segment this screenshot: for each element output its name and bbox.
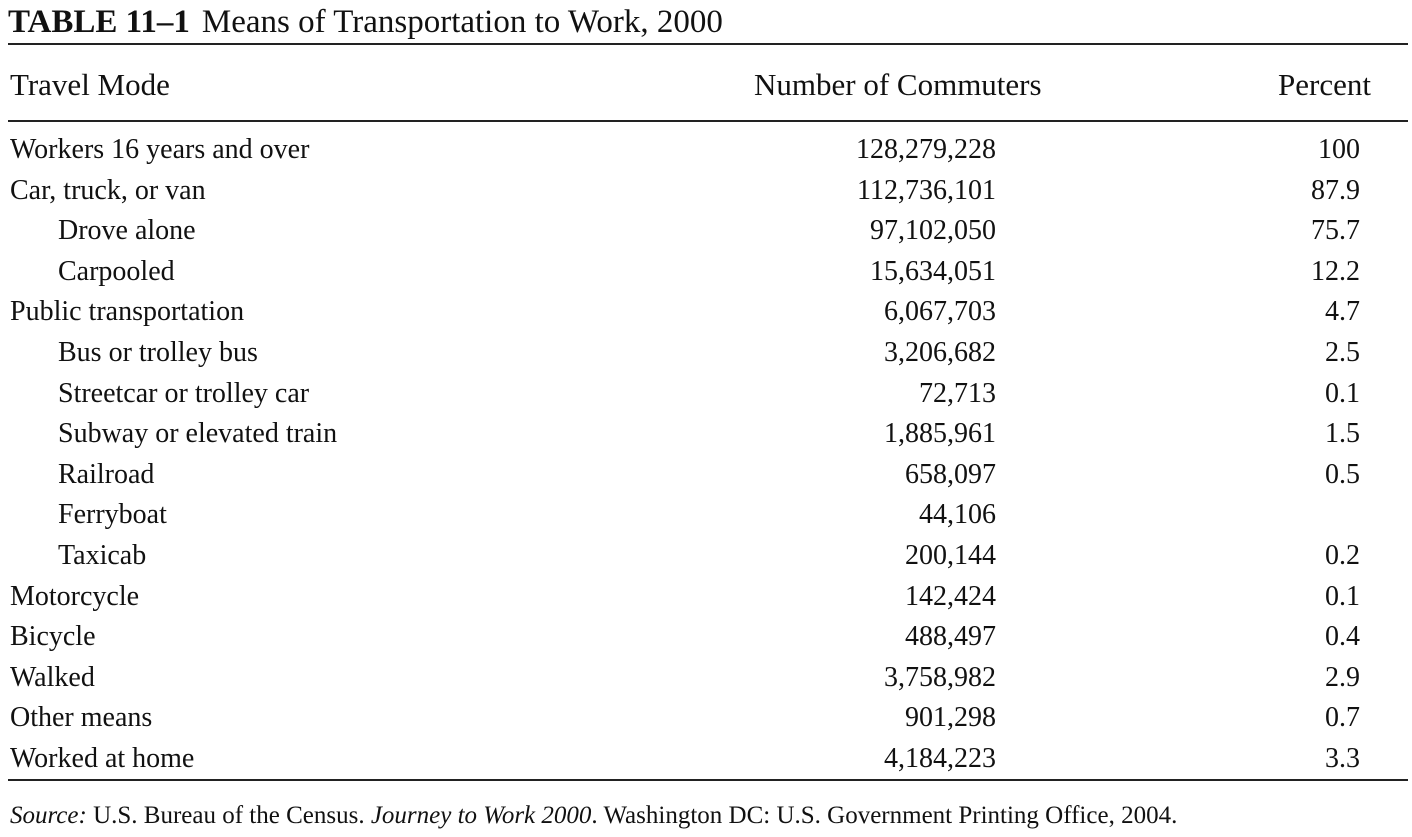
cell-number-of-commuters: 901,298: [905, 702, 996, 734]
cell-number-of-commuters: 128,279,228: [856, 134, 996, 165]
table-row: Other means 901,298 0.7: [0, 698, 1412, 739]
table-row: Public transportation 6,067,703 4.7: [0, 292, 1412, 333]
cell-percent: 0.7: [1325, 702, 1360, 734]
cell-travel-mode: Workers 16 years and over: [10, 134, 310, 165]
cell-percent: 3.3: [1325, 742, 1360, 774]
cell-percent: 12.2: [1311, 255, 1360, 287]
cell-number-of-commuters: 200,144: [905, 539, 996, 571]
cell-percent: 0.5: [1325, 458, 1360, 490]
table-row: Motorcycle 142,424 0.1: [0, 577, 1412, 618]
table-row: Bus or trolley bus 3,206,682 2.5: [0, 333, 1412, 374]
cell-number-of-commuters: 142,424: [905, 580, 996, 612]
table-row: Drove alone 97,102,050 75.7: [0, 211, 1412, 252]
cell-travel-mode: Car, truck, or van: [10, 174, 206, 206]
cell-travel-mode: Bus or trolley bus: [58, 336, 258, 368]
table-row: Ferryboat 44,106: [0, 495, 1412, 536]
cell-travel-mode: Walked: [10, 661, 95, 693]
cell-percent: 0.1: [1325, 377, 1360, 409]
cell-percent: 1.5: [1325, 418, 1360, 450]
cell-number-of-commuters: 112,736,101: [857, 174, 996, 206]
bottom-rule: [8, 779, 1408, 781]
cell-travel-mode: Other means: [10, 702, 153, 734]
header-rule: [8, 120, 1408, 122]
cell-travel-mode: Bicycle: [10, 621, 96, 653]
source-prefix: Source:: [10, 802, 87, 829]
cell-percent: 100: [1318, 134, 1360, 165]
cell-travel-mode: Motorcycle: [10, 580, 140, 612]
table-row: Streetcar or trolley car 72,713 0.1: [0, 374, 1412, 415]
cell-number-of-commuters: 15,634,051: [870, 255, 996, 287]
table-row: Workers 16 years and over 128,279,228 100: [0, 130, 1412, 171]
table-title: Means of Transportation to Work, 2000: [201, 4, 723, 40]
table-header: Travel Mode Number of Commuters Percent: [0, 62, 1412, 108]
cell-travel-mode: Drove alone: [58, 215, 196, 247]
column-header-percent: Percent: [1278, 67, 1371, 102]
cell-percent: 87.9: [1311, 174, 1360, 206]
cell-number-of-commuters: 6,067,703: [884, 296, 996, 328]
table-body: Workers 16 years and over 128,279,228 100 C…: [0, 130, 1412, 780]
cell-number-of-commuters: 488,497: [905, 621, 996, 653]
source-note: Source: U.S. Bureau of the Census. Journ…: [10, 800, 1177, 832]
cell-travel-mode: Subway or elevated train: [58, 418, 338, 450]
cell-percent: 0.4: [1325, 621, 1360, 653]
table-row: Taxicab 200,144 0.2: [0, 536, 1412, 577]
cell-number-of-commuters: 72,713: [919, 377, 996, 409]
source-work-title: Journey to Work 2000: [370, 802, 592, 829]
cell-number-of-commuters: 658,097: [905, 458, 996, 490]
cell-percent: 2.9: [1325, 661, 1360, 693]
column-header-travel-mode: Travel Mode: [10, 67, 170, 102]
table-row: Carpooled 15,634,051 12.2: [0, 252, 1412, 293]
cell-travel-mode: Streetcar or trolley car: [58, 377, 310, 409]
table-row: Subway or elevated train 1,885,961 1.5: [0, 414, 1412, 455]
cell-number-of-commuters: 3,206,682: [884, 336, 996, 368]
cell-percent: 0.1: [1325, 580, 1360, 612]
cell-number-of-commuters: 3,758,982: [884, 661, 996, 693]
cell-travel-mode: Carpooled: [58, 255, 175, 287]
cell-number-of-commuters: 44,106: [919, 499, 996, 531]
cell-number-of-commuters: 4,184,223: [884, 742, 996, 774]
table-row: Railroad 658,097 0.5: [0, 455, 1412, 496]
cell-percent: 4.7: [1325, 296, 1360, 328]
table-row: Worked at home 4,184,223 3.3: [0, 739, 1412, 780]
table-row: Bicycle 488,497 0.4: [0, 617, 1412, 658]
cell-travel-mode: Worked at home: [10, 742, 195, 774]
cell-percent: 0.2: [1325, 539, 1360, 571]
cell-number-of-commuters: 1,885,961: [884, 418, 996, 450]
table-row: Walked 3,758,982 2.9: [0, 658, 1412, 699]
cell-percent: 2.5: [1325, 336, 1360, 368]
cell-travel-mode: Public transportation: [10, 296, 245, 328]
table-caption: TABLE 11–1 Means of Transportation to Wor…: [8, 2, 723, 42]
cell-number-of-commuters: 97,102,050: [870, 215, 996, 247]
cell-travel-mode: Ferryboat: [58, 499, 167, 531]
cell-percent: 75.7: [1311, 215, 1360, 247]
table-row: Car, truck, or van 112,736,101 87.9: [0, 171, 1412, 212]
table-label: TABLE 11–1: [8, 4, 190, 40]
source-details: . Washington DC: U.S. Government Printin…: [591, 802, 1178, 829]
cell-travel-mode: Railroad: [58, 458, 155, 490]
source-publisher: U.S. Bureau of the Census.: [86, 802, 371, 829]
top-rule: [8, 43, 1408, 45]
cell-travel-mode: Taxicab: [58, 539, 147, 571]
column-header-number-of-commuters: Number of Commuters: [754, 67, 1042, 102]
